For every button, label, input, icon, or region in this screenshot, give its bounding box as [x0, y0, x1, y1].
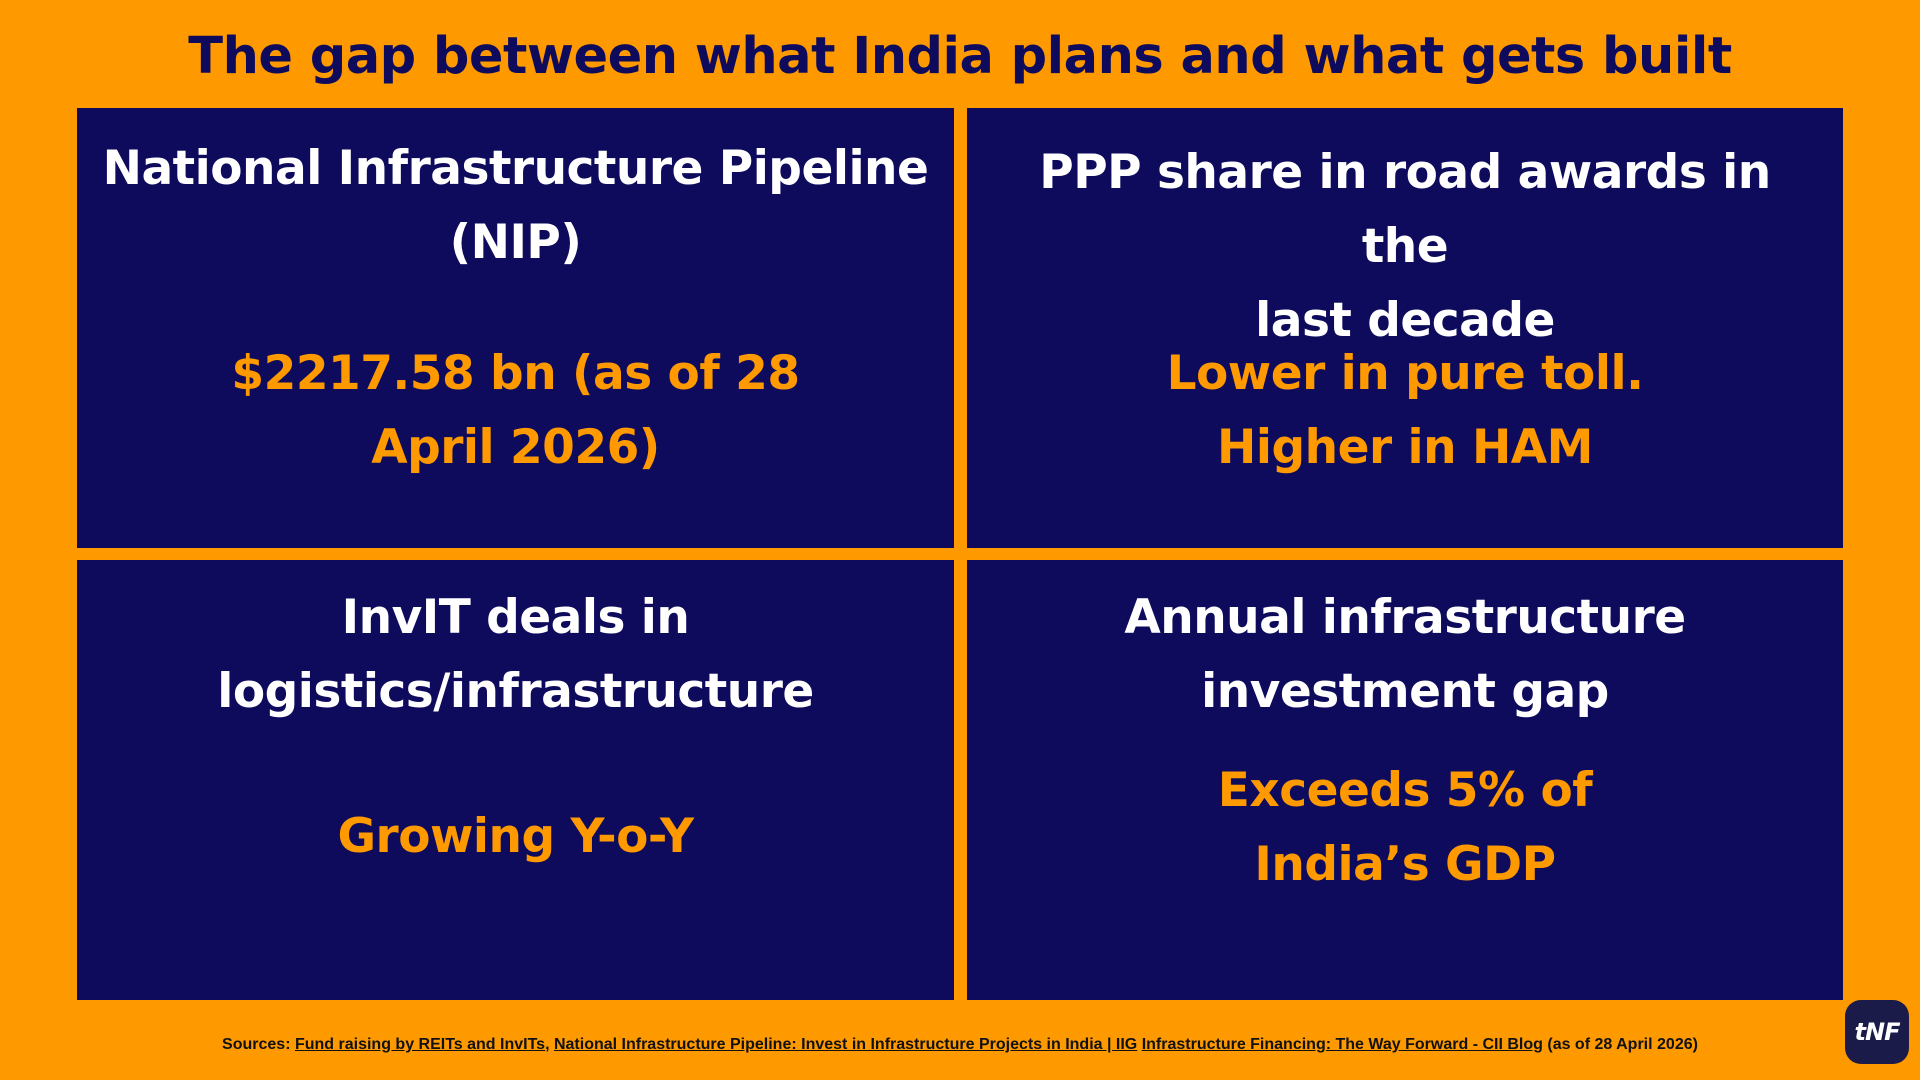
sources-separator: ,: [545, 1036, 554, 1053]
card-heading: National Infrastructure Pipeline (NIP): [101, 132, 930, 280]
card-value: Lower in pure toll. Higher in HAM: [991, 337, 1819, 485]
card-heading: InvIT deals in logistics/infrastructure: [101, 581, 930, 729]
card-heading-line: InvIT deals in: [341, 590, 690, 645]
card-heading-line: Annual infrastructure: [1124, 590, 1686, 645]
card-value-line: Higher in HAM: [1217, 420, 1593, 475]
source-link-reits-invits[interactable]: Fund raising by REITs and InvITs: [294, 1036, 546, 1053]
brand-logo-text: tNF: [1854, 1018, 1901, 1046]
card-heading-line: PPP share in road awards in the: [1039, 145, 1771, 274]
card-investment-gap: Annual infrastructure investment gap Exc…: [967, 560, 1843, 1000]
card-value-line: Lower in pure toll.: [1166, 346, 1644, 401]
card-heading: Annual infrastructure investment gap: [991, 581, 1819, 729]
brand-logo: tNF: [1845, 1000, 1909, 1064]
source-link-cii-blog[interactable]: Infrastructure Financing: The Way Forwar…: [1141, 1036, 1543, 1053]
card-invit-deals: InvIT deals in logistics/infrastructure …: [77, 560, 954, 1000]
card-ppp-share: PPP share in road awards in the last dec…: [967, 108, 1843, 548]
card-heading: PPP share in road awards in the last dec…: [991, 136, 1819, 358]
card-heading-line: National Infrastructure Pipeline: [102, 141, 929, 196]
card-heading-line: logistics/infrastructure: [217, 664, 814, 719]
card-heading-line: (NIP): [449, 215, 582, 270]
card-nip: National Infrastructure Pipeline (NIP) $…: [77, 108, 954, 548]
source-link-nip[interactable]: National Infrastructure Pipeline: Invest…: [553, 1036, 1138, 1053]
card-heading-line: last decade: [1255, 293, 1555, 348]
card-value-line: April 2026): [371, 420, 660, 475]
card-value: $2217.58 bn (as of 28 April 2026): [101, 337, 930, 485]
sources-prefix: Sources:: [222, 1036, 291, 1053]
card-value-line: Growing Y-o-Y: [337, 809, 694, 864]
card-value: Exceeds 5% of India’s GDP: [991, 754, 1819, 902]
card-heading-line: investment gap: [1201, 664, 1609, 719]
card-value-line: Exceeds 5% of: [1217, 763, 1593, 818]
sources-date: (as of 28 April 2026): [1547, 1036, 1698, 1053]
page-title: The gap between what India plans and wha…: [188, 26, 1732, 86]
card-value: Growing Y-o-Y: [101, 800, 930, 874]
sources-footnote: Sources: Fund raising by REITs and InvIT…: [0, 1036, 1920, 1054]
card-value-line: $2217.58 bn (as of 28: [231, 346, 800, 401]
card-value-line: India’s GDP: [1254, 837, 1556, 892]
